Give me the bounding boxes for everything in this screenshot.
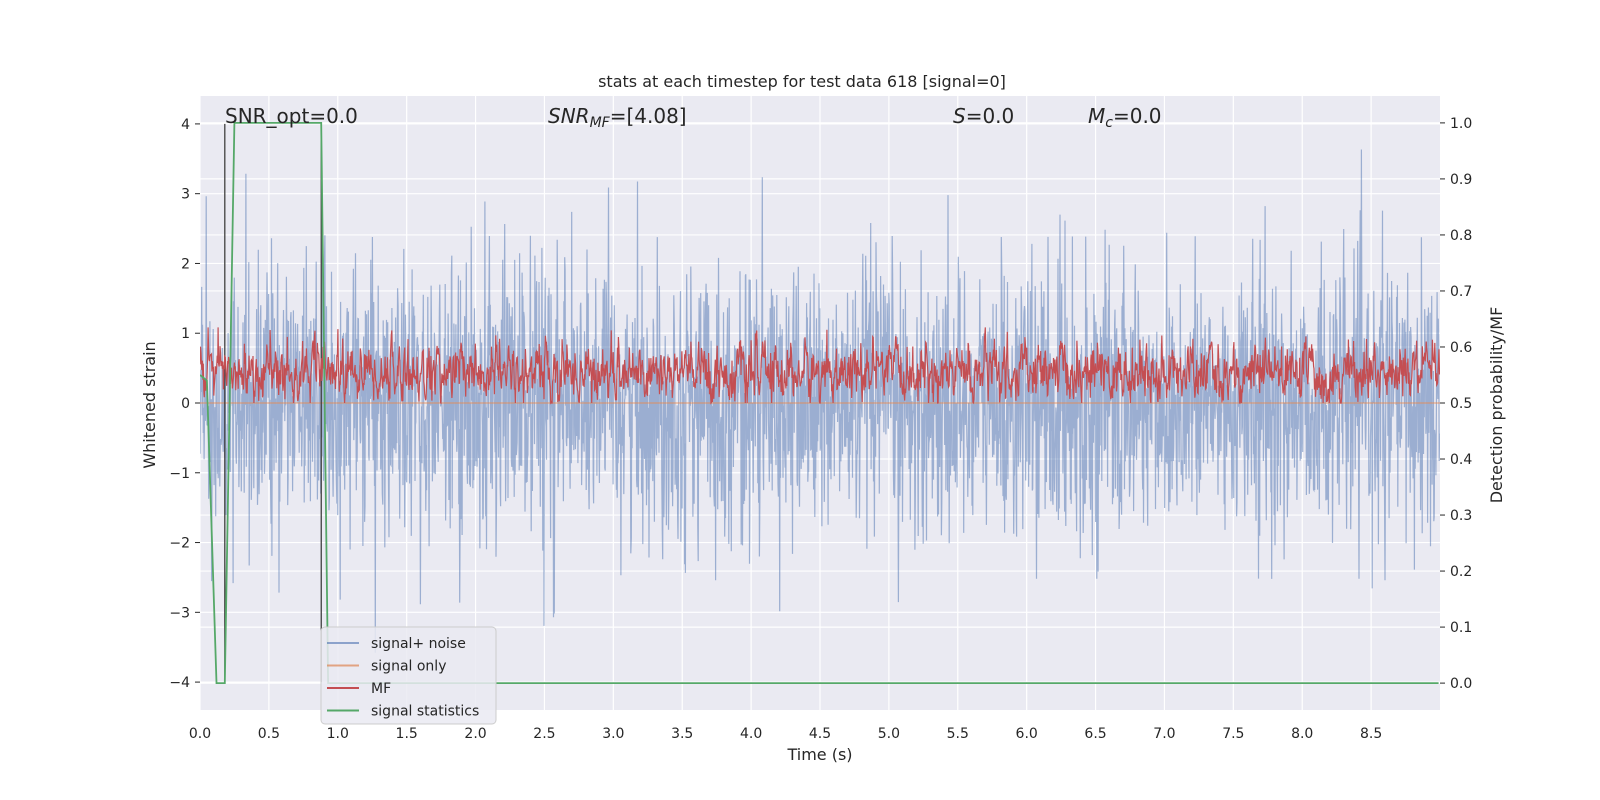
y-right-tick-label: 0.6: [1450, 340, 1472, 356]
y-right-tick-label: 1.0: [1450, 116, 1472, 132]
series-signal-noise: [200, 149, 1440, 653]
y-tick-label: 2: [181, 256, 190, 272]
y-right-tick-label: 0.1: [1450, 620, 1472, 636]
series-signal-statistics: [200, 122, 1439, 684]
x-tick-label: 8.5: [1360, 726, 1382, 742]
y-right-tick-label: 0.0: [1450, 676, 1472, 692]
x-tick-label: 7.5: [1222, 726, 1244, 742]
x-tick-label: 1.5: [396, 726, 418, 742]
y-tick-label: −1: [169, 466, 190, 482]
chart-title: stats at each timestep for test data 618…: [598, 72, 1006, 91]
vertical-lines: [224, 123, 322, 683]
x-tick-label: 6.0: [1016, 726, 1038, 742]
x-tick-label: 4.5: [809, 726, 831, 742]
y-right-tick-label: 0.2: [1450, 564, 1472, 580]
x-tick-label: 0.0: [189, 726, 211, 742]
series-mf: [200, 327, 1440, 405]
y-tick-label: 0: [181, 396, 190, 412]
x-tick-label: 3.5: [671, 726, 693, 742]
y-right-tick-label: 0.7: [1450, 284, 1472, 300]
y-ticks-right: 0.0 0.1 0.2 0.3 0.4 0.5 0.6 0.7 0.8 0.9 1.0: [1440, 116, 1472, 692]
y-tick-label: 3: [181, 187, 190, 203]
y-tick-label: −3: [169, 605, 190, 621]
x-ticks: 0.0 0.5 1.0 1.5 2.0 2.5 3.0 3.5 4.0 4.5 5.0 5.5 6.0 6…: [189, 726, 1382, 742]
y-tick-label: 1: [181, 326, 190, 342]
y-axis-label: Whitened strain: [140, 341, 159, 468]
annotation-2: S=0.0: [953, 104, 1014, 128]
y-right-tick-label: 0.5: [1450, 396, 1472, 412]
annotations: SNR_opt=0.0 SNRMF=[4.08] S=0.0 Mc=0.0: [225, 104, 1162, 131]
x-tick-label: 5.5: [947, 726, 969, 742]
legend-box: [320, 626, 497, 725]
legend-label-1: signal only: [371, 659, 446, 675]
y-right-tick-label: 0.9: [1450, 172, 1472, 188]
y-axis-label-right: Detection probability/MF: [1487, 307, 1506, 504]
annotation-3: Mc=0.0: [1088, 104, 1162, 131]
x-tick-label: 7.0: [1153, 726, 1175, 742]
y-right-tick-label: 0.8: [1450, 228, 1472, 244]
y-tick-label: −2: [169, 536, 190, 552]
x-tick-label: 3.0: [602, 726, 624, 742]
legend-label-3: signal statistics: [371, 704, 479, 720]
y-tick-label: −4: [169, 675, 190, 691]
x-tick-label: 4.0: [740, 726, 762, 742]
annotation-1: SNRMF=[4.08]: [548, 104, 687, 131]
x-tick-label: 1.0: [327, 726, 349, 742]
y-ticks: −4 −3 −2 −1 0 1 2 3 4: [169, 117, 200, 691]
legend-label-0: signal+ noise: [371, 636, 466, 652]
x-tick-label: 6.5: [1084, 726, 1106, 742]
x-axis-label: Time (s): [786, 745, 852, 764]
x-tick-label: 2.5: [533, 726, 555, 742]
x-tick-label: 2.0: [464, 726, 486, 742]
y-right-tick-label: 0.4: [1450, 452, 1472, 468]
legend-label-2: MF: [371, 681, 391, 697]
y-tick-label: 4: [181, 117, 190, 133]
x-tick-label: 5.0: [878, 726, 900, 742]
x-tick-label: 0.5: [258, 726, 280, 742]
legend: signal+ noise signal only MF signal statist…: [320, 626, 497, 725]
x-tick-label: 8.0: [1291, 726, 1313, 742]
y-right-tick-label: 0.3: [1450, 508, 1472, 524]
annotation-0: SNR_opt=0.0: [225, 104, 358, 128]
